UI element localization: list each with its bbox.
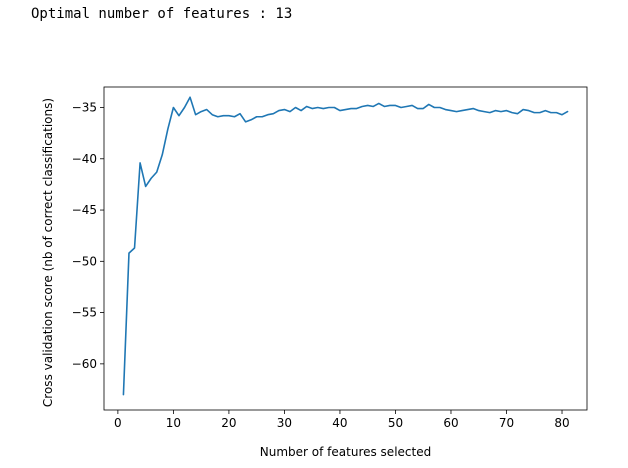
x-axis-ticks: 0 10 20 30 40 50 60 70 80 xyxy=(114,410,570,430)
x-tick-label: 30 xyxy=(277,416,292,430)
x-tick-label: 60 xyxy=(443,416,458,430)
y-tick-label: −55 xyxy=(72,306,97,320)
y-tick-label: −35 xyxy=(72,101,97,115)
x-tick-label: 0 xyxy=(114,416,122,430)
x-tick-label: 70 xyxy=(499,416,514,430)
series-layer xyxy=(122,96,569,396)
x-tick-label: 50 xyxy=(388,416,403,430)
x-axis-label: Number of features selected xyxy=(260,445,431,459)
y-tick-label: −60 xyxy=(72,357,97,371)
y-axis-ticks: −35 −40 −45 −50 −55 −60 xyxy=(72,101,104,371)
x-tick-label: 80 xyxy=(554,416,569,430)
x-tick-label: 40 xyxy=(332,416,347,430)
y-tick-label: −40 xyxy=(72,152,97,166)
x-tick-label: 20 xyxy=(221,416,236,430)
y-axis-label: Cross validation score (nb of correct cl… xyxy=(41,98,55,407)
plot-border xyxy=(103,86,588,411)
y-tick-label: −45 xyxy=(72,203,97,217)
x-tick-label: 10 xyxy=(166,416,181,430)
plot-frame xyxy=(103,86,588,411)
series-line xyxy=(122,96,569,396)
y-tick-label: −50 xyxy=(72,254,97,268)
output-text: Optimal number of features : 13 xyxy=(31,6,293,22)
